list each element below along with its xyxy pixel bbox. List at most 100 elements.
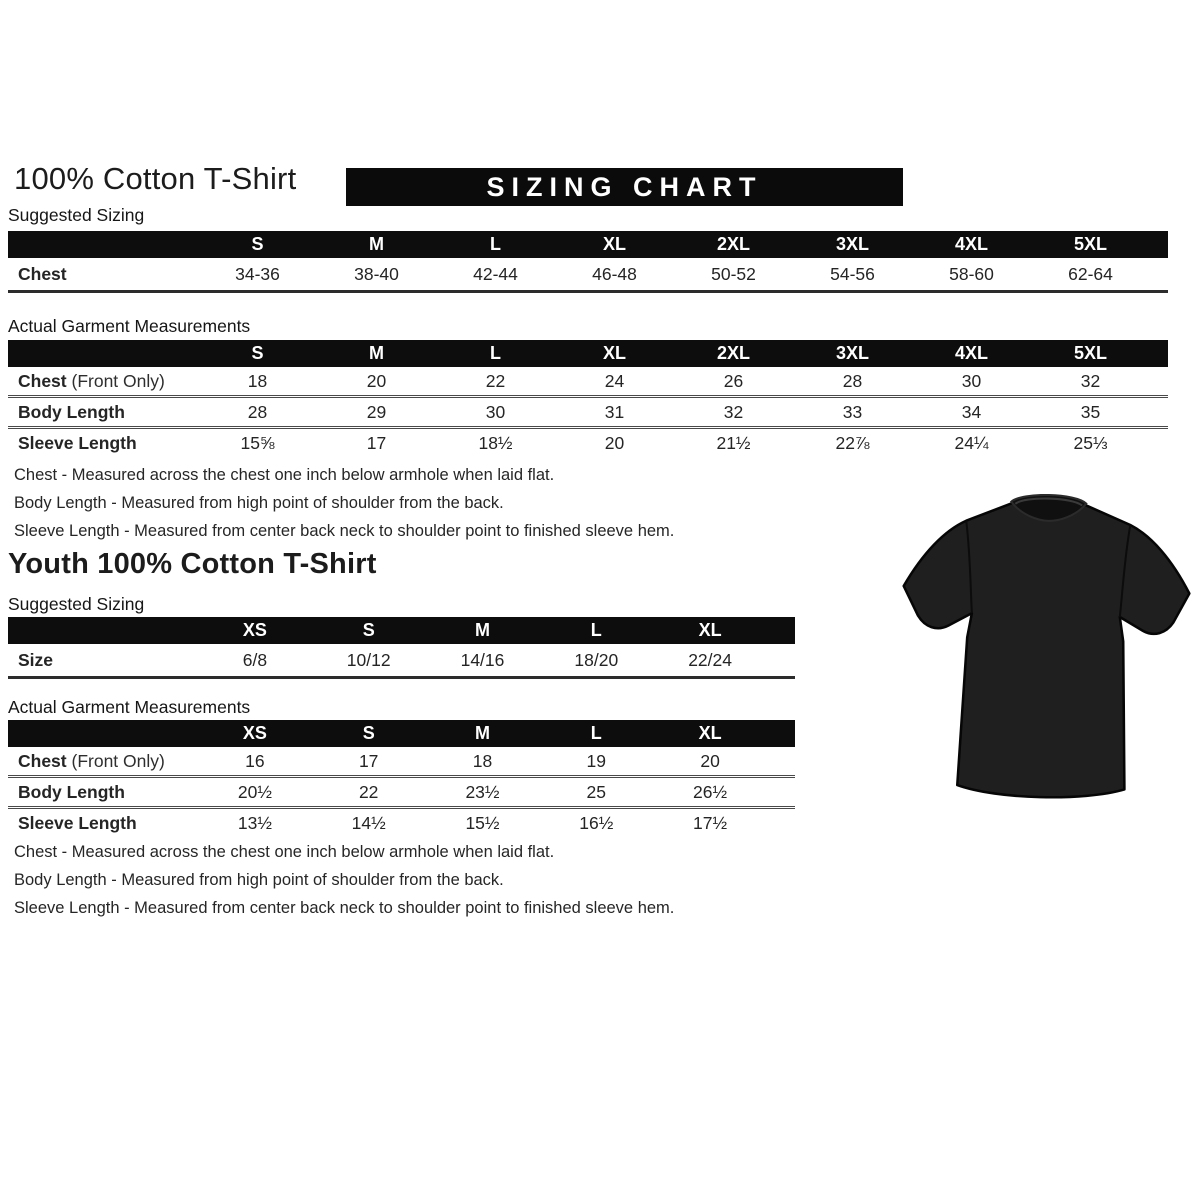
column-header: 4XL [954, 343, 988, 363]
column-header: M [369, 234, 384, 254]
table-cell: 28 [842, 370, 863, 391]
table-cell: 10/12 [346, 649, 391, 670]
table-cell: 15½ [465, 812, 500, 833]
adult-product-title: 100% Cotton T-Shirt [14, 161, 297, 196]
column-header: S [362, 723, 375, 743]
column-header: M [369, 343, 384, 363]
table-cell: 18/20 [574, 649, 619, 670]
table-cell: 17 [366, 432, 387, 453]
sizing-chart-banner: SIZING CHART [346, 168, 903, 206]
measurement-note-line: Chest - Measured across the chest one in… [14, 843, 555, 861]
column-header: L [490, 343, 501, 363]
column-header: XL [602, 234, 626, 254]
adult-measurement-notes: Chest - Measured across the chest one in… [14, 461, 674, 545]
table-row: Sleeve Length 13½ 14½ 15½ 16½ 17½ [8, 809, 795, 837]
youth-actual-measurements-table: XS S M L XL Chest (Front Only) 16 17 18 19 20 Body … [8, 720, 795, 837]
black-tshirt-image [893, 493, 1197, 806]
column-header: 4XL [954, 234, 988, 254]
column-header: 5XL [1073, 343, 1107, 363]
youth-actual-measurements-label: Actual Garment Measurements [8, 697, 251, 717]
measurement-note-line: Sleeve Length - Measured from center bac… [14, 522, 675, 540]
column-header: 2XL [716, 234, 750, 254]
table-header-bar: XS S M L XL [8, 720, 795, 747]
table-cell: 24 [604, 370, 625, 391]
table-cell: 20 [366, 370, 387, 391]
table-row: Size 6/8 10/12 14/16 18/20 22/24 [8, 644, 795, 679]
youth-product-title: Youth 100% Cotton T-Shirt [8, 548, 377, 580]
table-cell: 54-56 [830, 263, 875, 284]
adult-actual-measurements-table: S M L XL 2XL 3XL 4XL 5XL Chest (Front Only) 18 20 2… [8, 340, 1168, 457]
column-header: XL [698, 723, 722, 743]
table-cell: 15⅝ [240, 432, 275, 453]
table-cell: 22 [485, 370, 506, 391]
measurement-note-line: Body Length - Measured from high point o… [14, 871, 504, 889]
table-cell: 34-36 [235, 263, 280, 284]
row-label: Chest (Front Only) [18, 750, 165, 771]
column-header: L [590, 723, 602, 743]
adult-suggested-sizing-table: S M L XL 2XL 3XL 4XL 5XL Chest 34-36 38-40 42-44 46-… [8, 231, 1168, 293]
column-header: XL [602, 343, 626, 363]
column-header: XL [698, 620, 722, 640]
table-cell: 17½ [693, 812, 728, 833]
table-cell: 46-48 [592, 263, 637, 284]
table-row: Chest 34-36 38-40 42-44 46-48 50-52 54-56 58-60… [8, 258, 1168, 293]
column-header: L [490, 234, 501, 254]
column-header: S [251, 343, 264, 363]
column-header: S [362, 620, 375, 640]
column-header: S [251, 234, 264, 254]
table-cell: 30 [961, 370, 982, 391]
tshirt-collar-band [1014, 497, 1083, 507]
tshirt-body [902, 501, 1191, 799]
table-cell: 38-40 [354, 263, 399, 284]
table-cell: 18 [247, 370, 268, 391]
column-header: XS [242, 620, 267, 640]
table-cell: 23½ [465, 781, 500, 802]
table-cell: 32 [723, 401, 744, 422]
table-cell: 16½ [579, 812, 614, 833]
row-label: Chest (Front Only) [18, 370, 165, 391]
table-cell: 14½ [351, 812, 386, 833]
table-cell: 6/8 [242, 649, 268, 670]
column-header: 3XL [835, 343, 869, 363]
row-label: Sleeve Length [18, 432, 137, 453]
table-cell: 32 [1080, 370, 1101, 391]
table-cell: 28 [247, 401, 268, 422]
measurement-note-line: Body Length - Measured from high point o… [14, 494, 504, 512]
table-row: Body Length 28 29 30 31 32 33 34 35 [8, 398, 1168, 429]
table-cell: 24¼ [954, 432, 989, 453]
row-label: Sleeve Length [18, 812, 137, 833]
table-cell: 35 [1080, 401, 1101, 422]
table-header-bar: XS S M L XL [8, 617, 795, 644]
table-cell: 22 [358, 781, 379, 802]
tshirt-collar [1009, 493, 1088, 522]
table-cell: 21½ [716, 432, 751, 453]
table-row: Body Length 20½ 22 23½ 25 26½ [8, 778, 795, 809]
table-cell: 42-44 [473, 263, 518, 284]
column-header: M [474, 620, 490, 640]
table-cell: 34 [961, 401, 982, 422]
table-cell: 18 [472, 750, 493, 771]
row-label: Body Length [18, 401, 125, 422]
table-cell: 22⅞ [835, 432, 870, 453]
adult-suggested-sizing-label: Suggested Sizing [8, 205, 145, 225]
measurement-note-line: Sleeve Length - Measured from center bac… [14, 899, 675, 917]
table-cell: 62-64 [1068, 263, 1113, 284]
table-row: Sleeve Length 15⅝ 17 18½ 20 21½ 22⅞ 24¼ 25⅓ [8, 429, 1168, 457]
adult-actual-measurements-label: Actual Garment Measurements [8, 316, 251, 336]
table-header-bar: S M L XL 2XL 3XL 4XL 5XL [8, 231, 1168, 258]
row-label: Chest [18, 263, 67, 284]
table-row: Chest (Front Only) 16 17 18 19 20 [8, 747, 795, 778]
table-cell: 50-52 [711, 263, 756, 284]
table-cell: 22/24 [688, 649, 732, 670]
table-cell: 13½ [237, 812, 272, 833]
table-cell: 26 [723, 370, 744, 391]
table-cell: 20 [700, 750, 720, 771]
tshirt-right-sleeve-seam [1118, 524, 1132, 618]
row-label: Body Length [18, 781, 125, 802]
table-cell: 26½ [693, 781, 728, 802]
tshirt-graphic [902, 493, 1191, 799]
table-cell: 16 [245, 750, 265, 771]
youth-suggested-sizing-table: XS S M L XL Size 6/8 10/12 14/16 18/20 22/24 [8, 617, 795, 679]
tshirt-left-sleeve-seam [965, 520, 973, 614]
